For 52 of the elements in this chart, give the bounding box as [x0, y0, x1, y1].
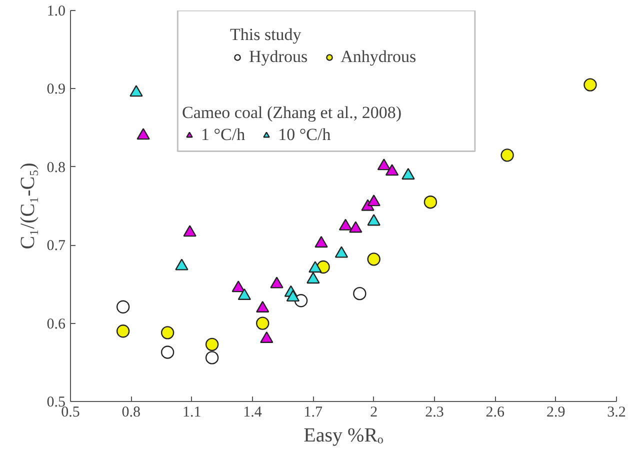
point: [232, 280, 245, 292]
point: [314, 236, 328, 248]
y-tick-label: 0.8: [46, 160, 66, 176]
y-tick-label: 0.9: [46, 82, 66, 98]
point: [175, 258, 188, 270]
point: [367, 194, 380, 206]
point: [160, 326, 174, 340]
point: [385, 164, 399, 176]
point: [116, 300, 130, 314]
x-tick-label: 1.7: [304, 404, 324, 420]
point: [205, 338, 219, 351]
point: [377, 158, 391, 170]
point: [270, 276, 284, 288]
point: [130, 85, 143, 97]
point: [402, 168, 415, 180]
x-axis-title: Easy %Rₒ: [304, 424, 384, 446]
point: [308, 261, 322, 273]
point: [260, 331, 274, 344]
point: [367, 252, 380, 266]
point: [334, 246, 348, 258]
x-tick-label: 2: [370, 404, 378, 420]
point: [286, 290, 300, 302]
point: [367, 214, 380, 226]
y-axis-title: C₁/(C₁-C₅): [16, 162, 39, 250]
x-tick-label: 2.6: [486, 404, 506, 420]
point: [160, 346, 174, 359]
legend-label: 1 °C/h: [201, 125, 246, 145]
point: [353, 286, 366, 300]
point: [256, 300, 270, 313]
point: [338, 218, 352, 230]
legend-label: Anhydrous: [340, 47, 416, 67]
x-tick-label: 2.9: [546, 404, 566, 420]
point: [116, 324, 130, 338]
annotation: Cameo coal (Zhang et al., 2008): [182, 103, 402, 123]
x-tick-label: 1.4: [243, 404, 262, 420]
y-tick-label: 0.7: [46, 238, 66, 254]
legend-label: 10 °C/h: [278, 125, 331, 145]
point: [183, 225, 196, 237]
point: [306, 272, 320, 284]
point: [256, 316, 270, 330]
legend-title: This study: [230, 25, 302, 45]
y-tick-label: 0.6: [46, 316, 66, 332]
point: [205, 351, 219, 364]
legend-label: Hydrous: [249, 47, 308, 67]
y-tick-label: 1.0: [46, 4, 66, 20]
x-tick-label: 2.3: [425, 404, 444, 420]
x-tick-label: 1.1: [182, 404, 202, 420]
x-tick-label: 3.2: [607, 404, 626, 420]
point: [136, 128, 150, 140]
point: [238, 288, 252, 300]
x-tick-label: 0.8: [122, 404, 141, 420]
point: [349, 221, 362, 233]
